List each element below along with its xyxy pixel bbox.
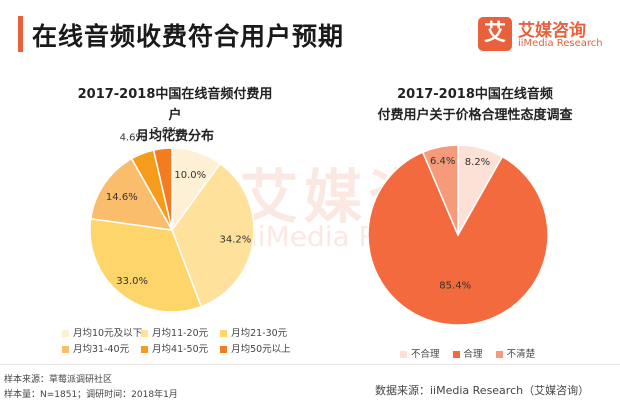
footer-divider bbox=[0, 364, 620, 365]
legend-label: 不清楚 bbox=[506, 349, 536, 360]
legend-item: 月均31-40元 bbox=[62, 342, 138, 358]
sample-source: 样本来源：草莓派调研社区 bbox=[4, 375, 113, 385]
sample-size: 样本量：N=1851；调研时间：2018年1月 bbox=[4, 390, 178, 400]
legend-label: 月均41-50元 bbox=[152, 344, 209, 355]
chart2-slice-1 bbox=[367, 151, 549, 326]
chart1-slice-5 bbox=[152, 147, 173, 231]
chart1-data-label-1: 34.2% bbox=[220, 234, 252, 245]
title-accent-bar bbox=[18, 16, 23, 52]
legend-swatch bbox=[220, 330, 228, 337]
legend-swatch bbox=[452, 351, 460, 358]
chart1-legend: 月均10元及以下 月均11-20元 月均21-30元 月均31-40元 月均41… bbox=[62, 326, 302, 358]
legend-item: 月均50元以上 bbox=[220, 342, 296, 358]
legend-label: 月均10元及以下 bbox=[73, 328, 143, 339]
legend-item: 合理 bbox=[452, 346, 483, 360]
logo-mark-icon: 艾 bbox=[478, 17, 512, 51]
chart2-legend: 不合理 合理 不清楚 bbox=[400, 346, 545, 360]
logo-name-cn: 艾媒咨询 bbox=[518, 21, 586, 41]
chart1-slice-2 bbox=[89, 217, 203, 313]
data-source: 数据来源：iiMedia Research（艾媒咨询） bbox=[375, 384, 590, 397]
chart1-data-label-3: 14.6% bbox=[106, 192, 138, 203]
legend-label: 不合理 bbox=[411, 349, 440, 360]
legend-item: 不合理 bbox=[400, 346, 440, 360]
legend-label: 月均11-20元 bbox=[152, 328, 209, 339]
chart2-slice-2 bbox=[421, 144, 459, 236]
chart2-title: 2017-2018中国在线音频 付费用户关于价格合理性态度调查 bbox=[365, 84, 585, 126]
chart1-title-line2: 月均花费分布 bbox=[135, 129, 214, 144]
chart2-data-label-2: 6.4% bbox=[430, 156, 455, 167]
legend-item: 月均11-20元 bbox=[141, 326, 217, 342]
chart1-slice-1 bbox=[171, 162, 255, 308]
legend-swatch bbox=[62, 346, 69, 353]
chart2-data-label-1: 85.4% bbox=[439, 280, 471, 291]
legend-item: 月均10元及以下 bbox=[62, 326, 142, 342]
chart2-title-line2: 付费用户关于价格合理性态度调查 bbox=[377, 108, 573, 123]
legend-item: 月均21-30元 bbox=[220, 326, 296, 342]
legend-label: 月均31-40元 bbox=[73, 344, 130, 355]
chart1-data-label-5: 3.6% bbox=[152, 126, 177, 137]
legend-swatch bbox=[495, 351, 503, 358]
brand-logo: 艾 艾媒咨询 iiMedia Research bbox=[478, 12, 608, 62]
chart1-slice-3 bbox=[89, 157, 174, 231]
legend-swatch bbox=[220, 346, 228, 353]
legend-label: 合理 bbox=[463, 349, 483, 360]
legend-swatch bbox=[400, 351, 407, 358]
chart2-data-label-0: 8.2% bbox=[465, 157, 490, 168]
legend-swatch bbox=[141, 346, 149, 353]
legend-label: 月均50元以上 bbox=[231, 344, 291, 355]
legend-item: 月均41-50元 bbox=[141, 342, 217, 358]
legend-label: 月均21-30元 bbox=[231, 328, 288, 339]
logo-name-en: iiMedia Research bbox=[518, 38, 603, 49]
page-title: 在线音频收费符合用户预期 bbox=[32, 22, 345, 51]
chart1-data-label-2: 33.0% bbox=[116, 276, 148, 287]
chart1-title: 2017-2018中国在线音频付费用户 月均花费分布 bbox=[75, 84, 275, 147]
chart1-data-label-4: 4.6% bbox=[120, 132, 145, 143]
chart1-title-line1: 2017-2018中国在线音频付费用户 bbox=[77, 87, 273, 123]
legend-swatch bbox=[62, 330, 69, 337]
chart1-data-label-0: 10.0% bbox=[174, 170, 206, 181]
legend-swatch bbox=[141, 330, 149, 337]
legend-item: 不清楚 bbox=[495, 346, 536, 360]
chart2-title-line1: 2017-2018中国在线音频 bbox=[397, 87, 553, 102]
